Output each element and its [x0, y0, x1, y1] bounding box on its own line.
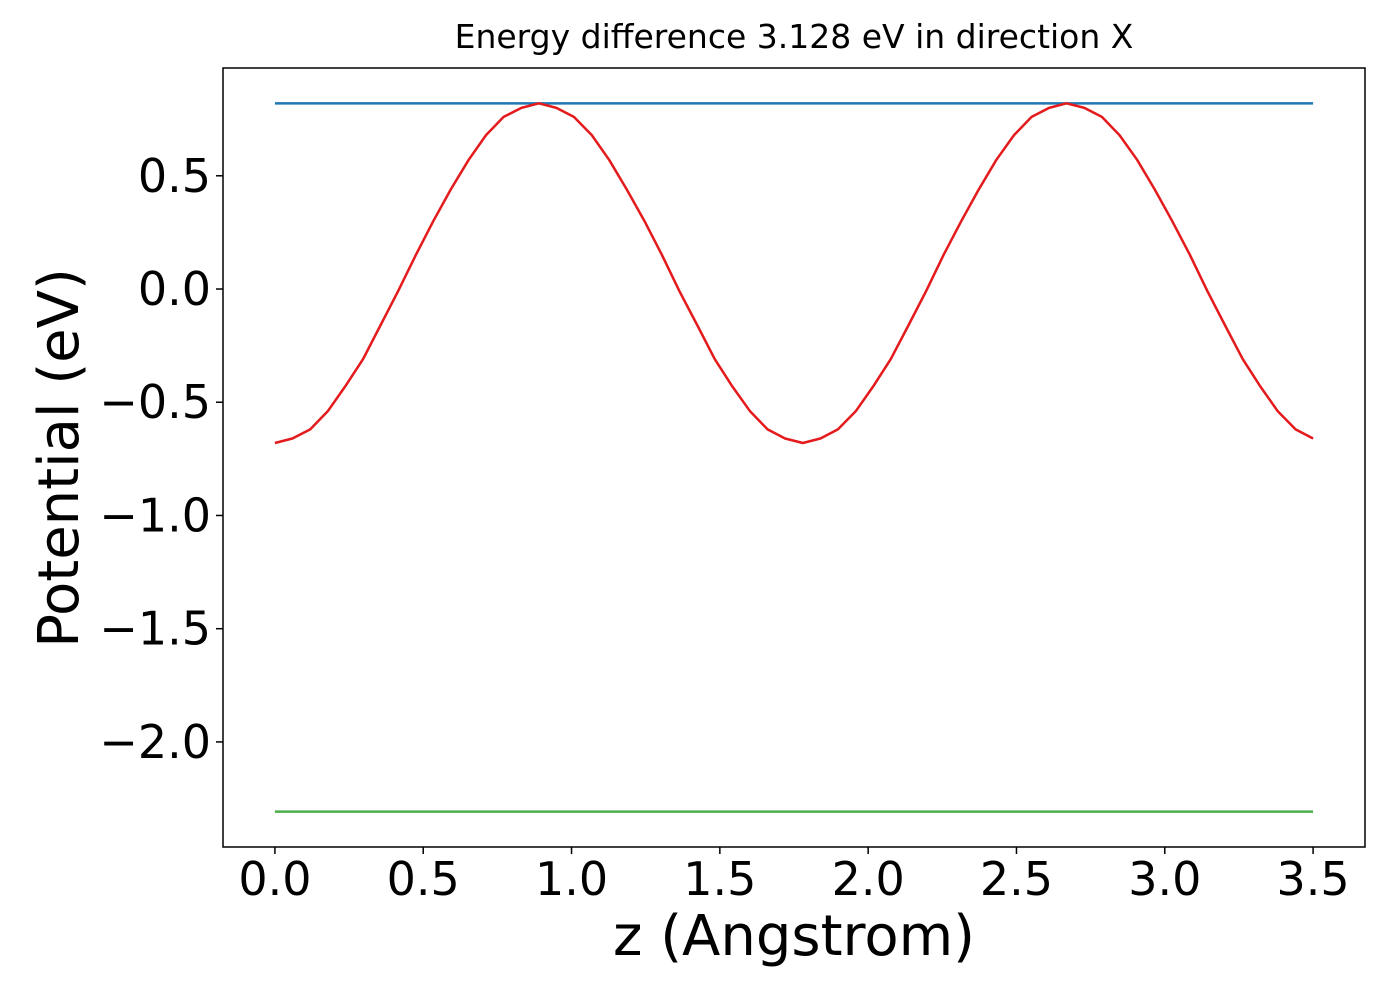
x-tick-label: 0.5	[387, 852, 460, 906]
y-tick-label: −1.5	[99, 602, 211, 656]
y-tick-label: 0.5	[138, 149, 211, 203]
data-line	[274, 102, 1314, 445]
x-axis-label: z (Angstrom)	[613, 904, 975, 969]
x-tick-label: 3.5	[1277, 852, 1350, 906]
x-tick-label: 2.0	[832, 852, 905, 906]
x-tick-label: 1.0	[535, 852, 608, 906]
y-tick-label: 0.0	[138, 262, 211, 316]
y-tick-label: −0.5	[99, 375, 211, 429]
y-tick-label: −2.0	[99, 715, 211, 769]
x-tick-label: 2.5	[980, 852, 1053, 906]
x-tick-label: 1.5	[683, 852, 756, 906]
chart-title: Energy difference 3.128 eV in direction …	[455, 17, 1134, 56]
y-axis-label: Potential (eV)	[27, 268, 92, 648]
plot-frame	[222, 67, 1366, 848]
x-tick-label: 0.0	[238, 852, 311, 906]
y-tick-label: −1.0	[99, 488, 211, 542]
x-tick-label: 3.0	[1128, 852, 1201, 906]
